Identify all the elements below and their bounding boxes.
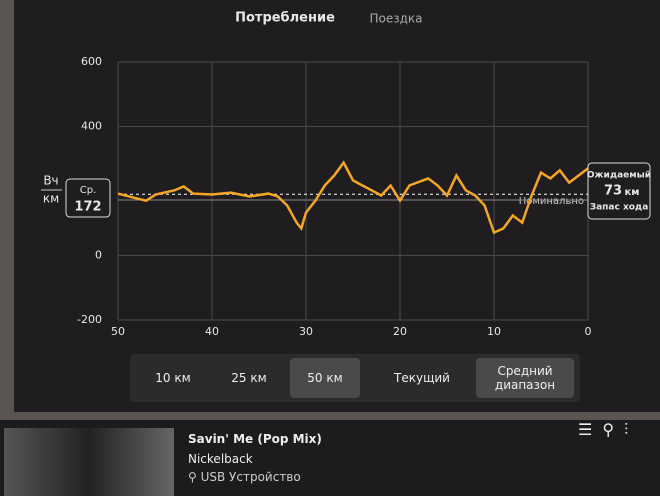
projection-label: Ожидаемый — [587, 171, 651, 181]
button[interactable]: Текущий — [394, 371, 450, 385]
x-tick-label: 50 — [111, 325, 125, 338]
projection-unit: км — [625, 187, 640, 198]
data-line — [117, 160, 589, 235]
album-art[interactable] — [4, 428, 174, 496]
tab[interactable]: Поездка — [369, 12, 422, 26]
media-player: Savin' Me (Pop Mix) Nickelback ⚲ USB Уст… — [0, 420, 660, 496]
y-label: км — [43, 192, 59, 206]
y-tick-label: 600 — [81, 55, 102, 68]
x-tick-label: 10 — [487, 325, 501, 338]
average-box — [65, 178, 111, 218]
projection-label: Запас хода — [590, 203, 649, 213]
source: ⚲ USB Устройство — [188, 470, 301, 484]
x-tick-label: 40 — [205, 325, 219, 338]
button[interactable]: Средний диапазон — [476, 358, 574, 398]
tab[interactable]: Потребление — [235, 11, 335, 26]
average-value: 172 — [74, 200, 101, 215]
source-name: USB Устройство — [200, 470, 301, 484]
button[interactable]: 25 км — [231, 371, 267, 385]
y-tick-label: -200 — [77, 313, 102, 326]
nominal-label: Номинально — [519, 196, 584, 207]
media-icons[interactable]: ☰⚲⫶ — [578, 420, 639, 439]
y-tick-label: 400 — [81, 120, 102, 133]
projection-box — [587, 162, 651, 220]
button[interactable]: 10 км — [155, 371, 191, 385]
x-tick-label: 20 — [393, 325, 407, 338]
screen — [14, 0, 660, 412]
y-tick-label: 0 — [95, 249, 102, 262]
y-label: Вч — [43, 174, 58, 188]
artist: Nickelback — [188, 452, 253, 466]
x-tick-label: 0 — [585, 325, 592, 338]
average-label: Ср. — [80, 185, 97, 196]
projection-value: 73 — [604, 184, 622, 199]
track-title: Savin' Me (Pop Mix) — [188, 432, 322, 446]
x-tick-label: 30 — [299, 325, 313, 338]
button[interactable]: 50 км — [290, 358, 360, 398]
usb-icon: ⚲ — [188, 470, 201, 484]
